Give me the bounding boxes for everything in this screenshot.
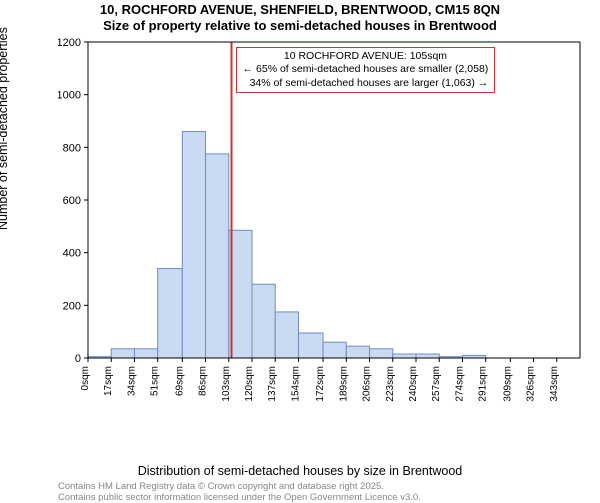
x-tick-label: 206sqm: [362, 366, 373, 402]
histogram-bar: [298, 333, 323, 358]
histogram-bar: [416, 354, 439, 358]
annotation-box: 10 ROCHFORD AVENUE: 105sqm ← 65% of semi…: [236, 47, 496, 92]
y-tick-label: 0: [75, 353, 81, 365]
histogram-bar: [275, 312, 298, 358]
x-tick-label: 189sqm: [338, 366, 349, 402]
x-tick-label: 326sqm: [526, 366, 537, 402]
histogram-bar: [393, 354, 416, 358]
histogram-bar: [134, 349, 157, 358]
x-tick-label: 34sqm: [126, 366, 137, 396]
y-tick-label: 600: [63, 195, 81, 207]
y-tick-label: 800: [63, 142, 81, 154]
x-tick-label: 17sqm: [103, 366, 114, 396]
histogram-bar: [158, 268, 183, 358]
x-tick-label: 120sqm: [244, 366, 255, 402]
x-tick-label: 137sqm: [267, 366, 278, 402]
x-tick-label: 69sqm: [174, 366, 185, 396]
histogram-bar: [370, 349, 393, 358]
x-tick-label: 223sqm: [385, 366, 396, 402]
annotation-line3: 34% of semi-detached houses are larger (…: [243, 77, 489, 90]
x-axis-label: Distribution of semi-detached houses by …: [0, 464, 600, 478]
footer-text-1: Contains HM Land Registry data © Crown c…: [58, 481, 384, 492]
y-axis-label: Number of semi-detached properties: [0, 27, 10, 230]
annotation-line2: ← 65% of semi-detached houses are smalle…: [243, 63, 489, 76]
histogram-bar: [206, 154, 229, 358]
x-tick-label: 240sqm: [408, 366, 419, 402]
x-tick-label: 86sqm: [198, 366, 209, 396]
histogram-bar: [182, 132, 205, 358]
x-tick-label: 0sqm: [80, 366, 91, 390]
y-tick-label: 1000: [58, 90, 81, 102]
y-tick-label: 400: [63, 248, 81, 260]
x-tick-label: 172sqm: [315, 366, 326, 402]
histogram-bar: [252, 284, 275, 358]
histogram-bar: [111, 349, 134, 358]
x-tick-label: 103sqm: [221, 366, 232, 402]
y-tick-label: 200: [63, 300, 81, 312]
x-tick-label: 257sqm: [431, 366, 442, 402]
x-tick-label: 274sqm: [454, 366, 465, 402]
chart-subtitle: Size of property relative to semi-detach…: [0, 18, 600, 33]
footer-text-2: Contains public sector information licen…: [58, 492, 421, 503]
x-tick-label: 154sqm: [290, 366, 301, 402]
x-tick-label: 309sqm: [502, 366, 513, 402]
x-tick-label: 51sqm: [150, 366, 161, 396]
histogram-svg: 0 200 400 600 800 1000 1200 0sqm 17sqm 34sqm 51sqm…: [58, 38, 584, 408]
chart-title: 10, ROCHFORD AVENUE, SHENFIELD, BRENTWOO…: [0, 2, 600, 17]
x-tick-label: 343sqm: [549, 366, 560, 402]
histogram-bar: [346, 346, 369, 358]
histogram-bar: [323, 342, 346, 358]
annotation-line1: 10 ROCHFORD AVENUE: 105sqm: [243, 50, 489, 63]
y-tick-label: 1200: [58, 38, 81, 49]
chart-container: 10, ROCHFORD AVENUE, SHENFIELD, BRENTWOO…: [0, 0, 600, 500]
plot-area: 0 200 400 600 800 1000 1200 0sqm 17sqm 34sqm 51sqm…: [58, 38, 584, 408]
x-tick-label: 291sqm: [478, 366, 489, 402]
